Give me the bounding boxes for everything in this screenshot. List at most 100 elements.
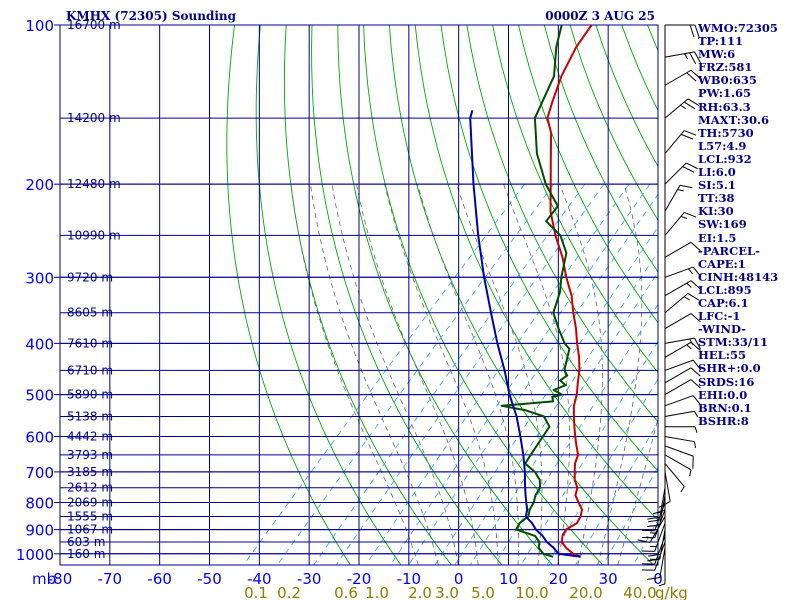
mixing-ratio-line [434, 226, 658, 565]
mixing-ratio-label: 20.0 [569, 584, 602, 600]
height-label: 8605 m [67, 306, 113, 320]
dry-adiabat [518, 25, 658, 324]
pressure-tick-label: 500 [25, 387, 54, 405]
mixing-ratio-line [390, 183, 651, 565]
wind-barb [664, 435, 696, 449]
index-row: FRZ:581 [698, 60, 753, 75]
wind-barb [664, 454, 692, 477]
wind-barb [664, 69, 701, 86]
wind-barb [664, 130, 697, 154]
wind-barb [642, 541, 666, 571]
mixing-ratio-line [335, 183, 605, 565]
wind-barb [664, 184, 693, 212]
mixing-ratio-label: 1.0 [365, 584, 389, 600]
wind-barb [658, 553, 666, 587]
parcel-trace [469, 110, 581, 558]
height-label: 14200 m [67, 111, 121, 125]
index-row: KI:30 [698, 204, 734, 219]
index-row: MW:6 [698, 47, 736, 62]
pressure-tick-label: 300 [25, 269, 54, 287]
index-row: TP:111 [698, 34, 744, 49]
mixing-ratio-label: 0.6 [334, 584, 358, 600]
mixing-ratio-line [408, 193, 658, 565]
temperature-tick-label: -40 [247, 570, 272, 588]
temperature-tick-label: -60 [147, 570, 172, 588]
mixing-ratio-line [313, 183, 586, 565]
index-row: SRDS:16 [698, 374, 755, 389]
dry-adiabat [337, 25, 553, 565]
index-row: SHR+:0.0 [698, 361, 761, 376]
grid-layer [54, 24, 659, 566]
pressure-tick-label: 1000 [16, 546, 54, 564]
index-row: CAPE:1 [698, 256, 746, 271]
height-label: 12480 m [67, 177, 121, 191]
temperature-tick-label: -30 [297, 570, 322, 588]
wind-barb [664, 280, 701, 297]
moist-adiabat [597, 184, 643, 565]
index-row: LFC:-1 [698, 309, 741, 324]
mixing-ratio-label: 2.0 [408, 584, 432, 600]
wind-barb [664, 292, 700, 314]
mixing-ratio-line [546, 378, 658, 565]
wind-barb [664, 341, 701, 358]
wind-barb [664, 211, 697, 236]
height-label: 5138 m [67, 410, 113, 424]
index-row: EI:1.5 [698, 230, 737, 245]
moist-adiabat [503, 184, 570, 565]
index-row: EHI:0.0 [698, 387, 748, 402]
isopleth-layer [226, 25, 658, 565]
temperature-tick-label: 10 [499, 570, 518, 588]
pressure-tick-label: 100 [25, 17, 54, 35]
index-row: SW:169 [698, 217, 747, 232]
wind-barb [664, 359, 702, 371]
mixing-ratio-line [520, 340, 658, 565]
wind-barb [664, 162, 698, 185]
temperature-tick-label: -10 [397, 570, 422, 588]
height-label: 9720 m [67, 270, 113, 284]
index-row: TT:38 [698, 191, 735, 206]
dry-adiabat [543, 25, 658, 273]
index-row: LI:6.0 [698, 165, 736, 180]
index-row: WMO:72305 [698, 21, 778, 35]
wind-barb [664, 266, 702, 278]
mixing-ratio-label: 10.0 [515, 584, 548, 600]
pressure-unit-label: mb [32, 570, 56, 588]
mixing-ratio-label: 0.1 [244, 584, 268, 600]
index-row: TH:5730 [698, 125, 754, 140]
wind-barb [664, 410, 698, 418]
wind-barb [642, 502, 666, 532]
height-label: 6710 m [67, 363, 113, 377]
dry-adiabat [255, 25, 402, 565]
temperature-tick-label: 0 [653, 570, 663, 588]
index-row: STM:33/11 [698, 335, 769, 350]
temperature-tick-label: -70 [98, 570, 123, 588]
wind-barb [665, 426, 698, 433]
wind-barb [665, 24, 700, 38]
index-row: -PARCEL- [698, 243, 760, 258]
index-row: CAP:6.1 [698, 295, 749, 310]
index-row: HEL:55 [698, 348, 746, 363]
wind-barb [642, 535, 666, 565]
mixing-ratio-line [365, 183, 630, 565]
series-layer [469, 25, 593, 558]
height-label: 1067 m [67, 523, 113, 537]
height-label: 7610 m [67, 336, 113, 350]
wind-barb [664, 445, 694, 469]
mixing-ratio-label: g/kg [655, 584, 688, 600]
pressure-tick-label: 400 [25, 335, 54, 353]
temperature-trace [546, 25, 593, 558]
dry-adiabat [414, 25, 658, 521]
index-row: BSHR:8 [698, 413, 749, 428]
height-label: 3185 m [67, 465, 113, 479]
moist-adiabat [417, 184, 519, 565]
moist-adiabat [290, 184, 419, 565]
index-row: CINH:48143 [698, 269, 779, 284]
wind-barb [664, 367, 701, 384]
height-label: 2612 m [67, 481, 113, 495]
height-label: 16700 m [67, 18, 121, 32]
plot-border [59, 24, 659, 566]
temperature-tick-label: 30 [599, 570, 618, 588]
index-row: -WIND- [698, 322, 746, 337]
index-row: WB0:635 [698, 73, 757, 88]
